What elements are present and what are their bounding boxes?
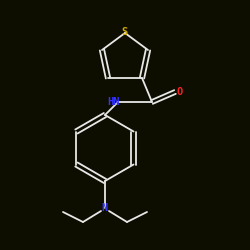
- Text: HN: HN: [107, 97, 119, 107]
- Text: O: O: [177, 87, 183, 97]
- Text: S: S: [122, 27, 128, 37]
- Text: N: N: [102, 203, 108, 213]
